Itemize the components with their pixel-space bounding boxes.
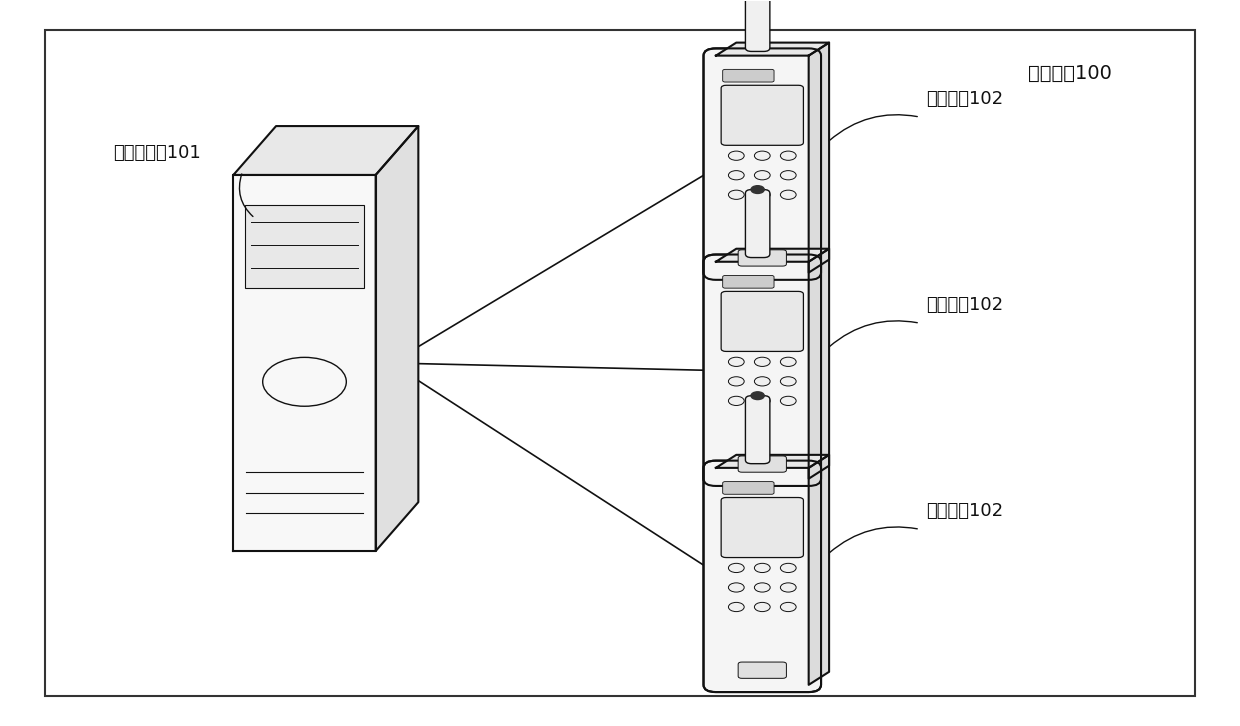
Polygon shape	[376, 126, 418, 551]
Circle shape	[728, 377, 744, 386]
FancyBboxPatch shape	[703, 460, 821, 692]
Circle shape	[754, 603, 770, 611]
Polygon shape	[808, 455, 830, 685]
FancyBboxPatch shape	[703, 49, 821, 280]
Circle shape	[754, 563, 770, 573]
FancyBboxPatch shape	[738, 250, 786, 266]
Circle shape	[754, 190, 770, 200]
Circle shape	[754, 583, 770, 592]
Circle shape	[754, 357, 770, 367]
Circle shape	[754, 151, 770, 160]
Polygon shape	[233, 175, 376, 551]
FancyBboxPatch shape	[703, 255, 821, 486]
Circle shape	[780, 171, 796, 180]
Circle shape	[754, 377, 770, 386]
FancyBboxPatch shape	[722, 497, 804, 558]
Polygon shape	[715, 43, 830, 56]
Polygon shape	[808, 43, 830, 272]
FancyBboxPatch shape	[722, 85, 804, 145]
Circle shape	[728, 603, 744, 611]
Circle shape	[780, 603, 796, 611]
Circle shape	[780, 357, 796, 367]
Circle shape	[780, 377, 796, 386]
Circle shape	[751, 392, 764, 399]
FancyBboxPatch shape	[745, 396, 770, 464]
Circle shape	[728, 563, 744, 573]
Circle shape	[780, 151, 796, 160]
Text: 巡检系统100: 巡检系统100	[1028, 64, 1112, 83]
Text: 巡检终端102: 巡检终端102	[926, 296, 1003, 314]
Circle shape	[728, 583, 744, 592]
Circle shape	[780, 190, 796, 200]
Text: 巡检终端102: 巡检终端102	[926, 502, 1003, 521]
Polygon shape	[808, 249, 830, 478]
Polygon shape	[715, 455, 830, 468]
FancyBboxPatch shape	[723, 275, 774, 288]
FancyBboxPatch shape	[723, 70, 774, 82]
Circle shape	[780, 583, 796, 592]
Circle shape	[728, 357, 744, 367]
Circle shape	[728, 396, 744, 406]
FancyBboxPatch shape	[244, 205, 365, 287]
FancyBboxPatch shape	[738, 662, 786, 678]
Polygon shape	[715, 249, 830, 262]
Circle shape	[754, 396, 770, 406]
Circle shape	[754, 171, 770, 180]
Circle shape	[751, 186, 764, 193]
FancyBboxPatch shape	[723, 481, 774, 494]
FancyBboxPatch shape	[722, 291, 804, 351]
Polygon shape	[233, 126, 418, 175]
Circle shape	[780, 563, 796, 573]
Text: 巡检终端102: 巡检终端102	[926, 90, 1003, 108]
Circle shape	[780, 396, 796, 406]
Circle shape	[728, 171, 744, 180]
Text: 巡检服务器101: 巡检服务器101	[113, 144, 201, 163]
FancyBboxPatch shape	[738, 456, 786, 472]
FancyBboxPatch shape	[745, 0, 770, 52]
Circle shape	[728, 190, 744, 200]
Circle shape	[728, 151, 744, 160]
FancyBboxPatch shape	[745, 189, 770, 258]
